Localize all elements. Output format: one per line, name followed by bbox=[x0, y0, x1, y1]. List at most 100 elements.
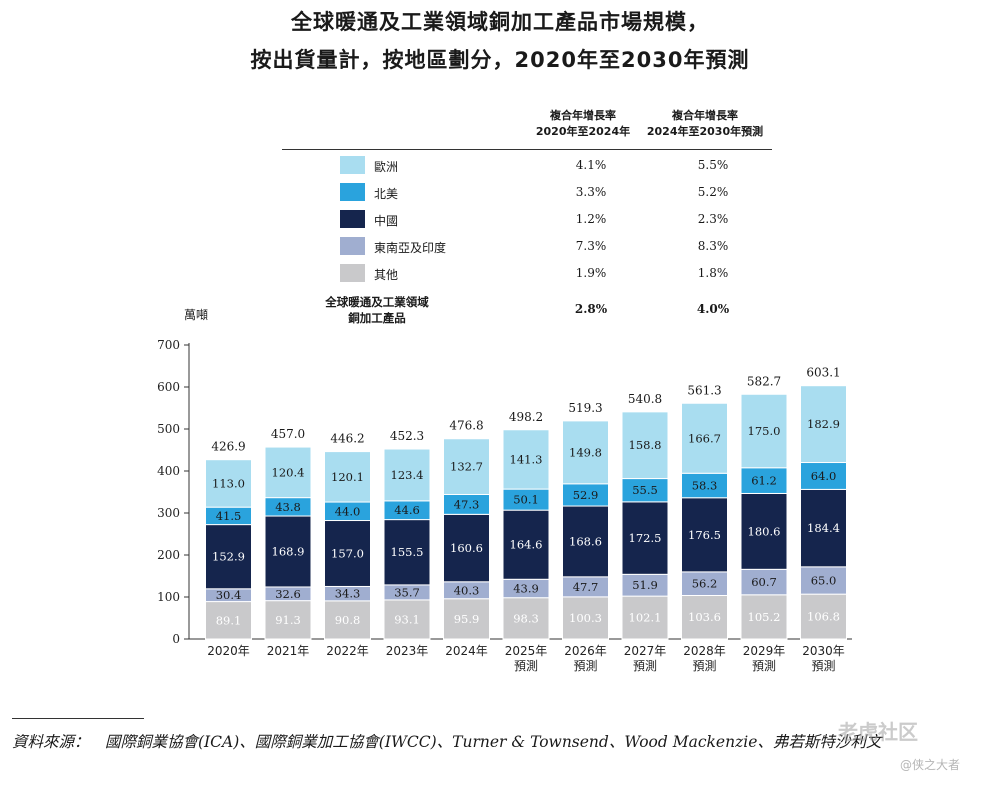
data-label: 56.2 bbox=[692, 577, 718, 591]
x-tick-label: 2027年 bbox=[624, 644, 667, 658]
x-tick-label: 2021年 bbox=[267, 644, 310, 658]
x-tick-label: 預測 bbox=[811, 659, 835, 673]
x-tick-label: 預測 bbox=[573, 659, 597, 673]
data-label: 34.3 bbox=[335, 587, 361, 601]
data-label: 164.6 bbox=[510, 538, 543, 552]
total-cagr-2020-2024: 2.8% bbox=[574, 302, 608, 316]
data-label: 160.6 bbox=[450, 541, 483, 555]
y-tick-label: 200 bbox=[157, 548, 180, 562]
cagr-2020-2024-value: 7.3% bbox=[575, 239, 607, 253]
legend-swatch bbox=[340, 264, 365, 282]
bar-segment bbox=[205, 601, 252, 640]
data-label: 166.7 bbox=[688, 431, 721, 445]
data-label: 64.0 bbox=[811, 469, 837, 483]
total-label: 452.3 bbox=[390, 429, 424, 443]
legend-swatch bbox=[340, 237, 365, 255]
data-label: 120.1 bbox=[331, 470, 364, 484]
legend-item: 北美 3.3% 5.2% bbox=[340, 183, 770, 203]
data-label: 103.6 bbox=[688, 610, 721, 624]
source-note: 資料來源： 國際銅業協會(ICA)、國際銅業加工協會(IWCC)、Turner … bbox=[12, 733, 882, 751]
x-tick-label: 預測 bbox=[514, 659, 538, 673]
total-label: 498.2 bbox=[509, 410, 543, 424]
legend-swatch bbox=[340, 183, 365, 201]
chart-title-line1: 全球暖通及工業領域銅加工產品市場規模， bbox=[291, 10, 709, 34]
x-tick-label: 2023年 bbox=[386, 644, 429, 658]
data-label: 152.9 bbox=[212, 550, 245, 564]
cagr-2024-2030-value: 1.8% bbox=[697, 266, 729, 280]
total-label: 全球暖通及工業領域 銅加工產品 bbox=[325, 295, 429, 325]
legend-item: 其他 1.9% 1.8% bbox=[340, 264, 770, 284]
bar-segment bbox=[443, 598, 490, 640]
bar-segment bbox=[800, 566, 847, 595]
data-label: 47.7 bbox=[573, 580, 599, 594]
legend-label: 中國 bbox=[374, 214, 399, 228]
bar-segment bbox=[443, 513, 490, 583]
cagr-2020-2024-value: 3.3% bbox=[575, 185, 607, 199]
bar-segment bbox=[324, 520, 371, 587]
bar-segment bbox=[800, 488, 847, 568]
data-label: 184.4 bbox=[807, 521, 840, 535]
bar-segment bbox=[562, 596, 609, 640]
x-tick-label: 2026年 bbox=[564, 644, 607, 658]
bar-segment bbox=[681, 402, 728, 474]
total-label: 603.1 bbox=[806, 366, 840, 380]
data-label: 141.3 bbox=[510, 452, 543, 466]
data-label: 176.5 bbox=[688, 528, 721, 542]
bar-segment bbox=[383, 448, 431, 502]
cagr-2024-2030-value: 5.5% bbox=[697, 158, 729, 172]
x-tick-label: 2030年 bbox=[802, 644, 845, 658]
x-tick-label: 2020年 bbox=[207, 644, 250, 658]
data-label: 106.8 bbox=[807, 610, 840, 624]
bar-segment bbox=[205, 459, 252, 508]
watermark-handle: @侠之大者 bbox=[900, 758, 961, 772]
data-label: 120.4 bbox=[272, 465, 305, 479]
total-label: 519.3 bbox=[568, 401, 602, 415]
data-label: 41.5 bbox=[216, 509, 242, 523]
data-label: 180.6 bbox=[748, 524, 781, 538]
x-tick-label: 2025年 bbox=[505, 644, 548, 658]
bar-segment bbox=[383, 599, 431, 640]
data-label: 95.9 bbox=[454, 612, 480, 626]
cagr-2020-2024-value: 1.9% bbox=[575, 266, 607, 280]
legend-label: 東南亞及印度 bbox=[374, 241, 447, 255]
data-label: 90.8 bbox=[335, 613, 361, 627]
y-tick-label: 600 bbox=[157, 380, 180, 394]
bar-segment bbox=[621, 501, 669, 575]
y-tick-label: 700 bbox=[157, 338, 180, 352]
y-tick-label: 500 bbox=[157, 422, 180, 436]
data-label: 100.3 bbox=[569, 611, 602, 625]
data-label: 98.3 bbox=[513, 611, 539, 625]
cagr-2020-2024-value: 1.2% bbox=[575, 212, 607, 226]
legend-swatch bbox=[340, 156, 365, 174]
legend-label: 其他 bbox=[374, 268, 399, 282]
cagr-2024-2030-value: 2.3% bbox=[697, 212, 729, 226]
data-label: 105.2 bbox=[748, 610, 781, 624]
table-rule bbox=[282, 149, 772, 150]
y-axis-unit: 萬噸 bbox=[184, 308, 209, 322]
legend-label: 歐洲 bbox=[374, 160, 399, 174]
data-label: 158.8 bbox=[629, 438, 662, 452]
y-tick-label: 100 bbox=[157, 590, 180, 604]
total-label: 540.8 bbox=[628, 392, 662, 406]
bar-segment bbox=[264, 446, 312, 499]
legend-item: 歐洲 4.1% 5.5% bbox=[340, 156, 770, 176]
data-label: 35.7 bbox=[394, 585, 420, 599]
x-tick-label: 預測 bbox=[633, 659, 657, 673]
x-tick-label: 2029年 bbox=[743, 644, 786, 658]
data-label: 30.4 bbox=[216, 588, 242, 602]
data-label: 43.9 bbox=[513, 581, 539, 595]
legend-swatch bbox=[340, 210, 365, 228]
data-label: 47.3 bbox=[454, 497, 480, 511]
data-label: 52.9 bbox=[573, 488, 599, 502]
data-label: 50.1 bbox=[513, 493, 539, 507]
bar-segment bbox=[621, 595, 669, 640]
data-label: 175.0 bbox=[748, 424, 781, 438]
bar-segment bbox=[324, 451, 371, 503]
bar-segment bbox=[740, 393, 788, 469]
data-label: 89.1 bbox=[216, 613, 242, 627]
bar-segment bbox=[800, 462, 847, 490]
bar-segment bbox=[800, 593, 847, 640]
total-label: 561.3 bbox=[687, 383, 721, 397]
data-label: 44.6 bbox=[394, 503, 420, 517]
data-label: 43.8 bbox=[275, 500, 301, 514]
